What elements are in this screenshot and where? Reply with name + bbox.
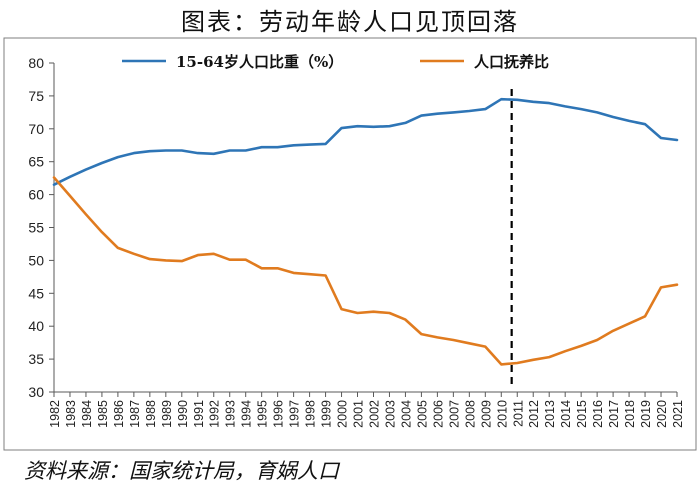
x-tick-label: 2017 [607, 400, 621, 428]
x-tick-label: 1994 [240, 400, 254, 428]
x-tick-label: 1999 [320, 400, 334, 428]
y-tick-label: 70 [28, 121, 44, 137]
y-tick-label: 60 [28, 187, 44, 203]
x-tick-label: 2019 [639, 400, 653, 428]
chart-title: 图表：劳动年龄人口见顶回落 [181, 8, 519, 36]
y-tick-label: 50 [28, 252, 44, 268]
x-tick-label: 2014 [559, 400, 573, 428]
x-tick-label: 2001 [352, 400, 366, 428]
x-tick-label: 1988 [144, 400, 158, 428]
x-tick-label: 1997 [288, 400, 302, 428]
chart-frame [3, 37, 697, 451]
chart-area: 30 35 40 45 50 55 60 65 70 75 80 1982 1983 1984 1985 19… [0, 37, 700, 452]
series-line-working-age-share [52, 97, 679, 186]
x-tick-label: 2006 [431, 400, 445, 428]
legend-dependency-ratio-label: 人口抚养比 [474, 53, 549, 71]
x-tick-label: 1987 [128, 400, 142, 428]
x-tick-label: 2007 [447, 400, 461, 428]
x-tick-label: 2004 [399, 400, 413, 428]
x-tick-label: 2011 [511, 400, 525, 427]
y-tick-label: 40 [28, 318, 44, 334]
x-tick-label: 2016 [591, 400, 605, 428]
x-tick-label: 2002 [367, 400, 381, 428]
x-tick-label: 1995 [256, 400, 270, 428]
x-tick-label: 2012 [527, 400, 541, 428]
x-tick-label: 1982 [48, 400, 62, 428]
x-tick-label: 2020 [655, 400, 669, 428]
x-tick-label: 1990 [176, 400, 190, 428]
x-tick-label: 1996 [272, 400, 286, 428]
x-tick-label: 2010 [495, 400, 509, 428]
y-tick-label: 35 [28, 351, 44, 367]
x-tick-label: 2003 [383, 400, 397, 428]
x-tick-label: 2015 [575, 400, 589, 428]
x-tick-label: 1992 [208, 400, 222, 428]
y-tick-label: 30 [28, 384, 44, 400]
x-tick-label: 2008 [463, 400, 477, 428]
source-note: 资料来源：国家统计局，育娲人口 [24, 459, 339, 483]
x-tick-label: 2005 [415, 400, 429, 428]
x-tick-label: 1993 [224, 400, 238, 428]
y-tick-label: 45 [28, 285, 44, 301]
x-tick-label: 1985 [96, 400, 110, 428]
x-tick-label: 2000 [336, 400, 350, 428]
x-tick-label: 1989 [160, 400, 174, 428]
x-tick-label: 2021 [671, 400, 685, 428]
x-tick-label: 1983 [64, 400, 78, 428]
x-tick-label: 2018 [623, 400, 637, 428]
legend-working-age-share-label: 15-64岁人口比重（%） [176, 53, 343, 71]
series-line-dependency-ratio [52, 176, 679, 366]
x-tick-label: 1986 [112, 400, 126, 428]
y-tick-label: 55 [28, 220, 44, 236]
x-tick-label: 2013 [543, 400, 557, 428]
y-tick-label: 65 [28, 154, 44, 170]
x-tick-label: 2009 [479, 400, 493, 428]
y-tick-label: 75 [28, 88, 44, 104]
y-tick-label: 80 [28, 55, 44, 71]
x-tick-label: 1998 [304, 400, 318, 428]
x-tick-label: 1984 [80, 400, 94, 428]
x-tick-label: 1991 [192, 400, 206, 428]
